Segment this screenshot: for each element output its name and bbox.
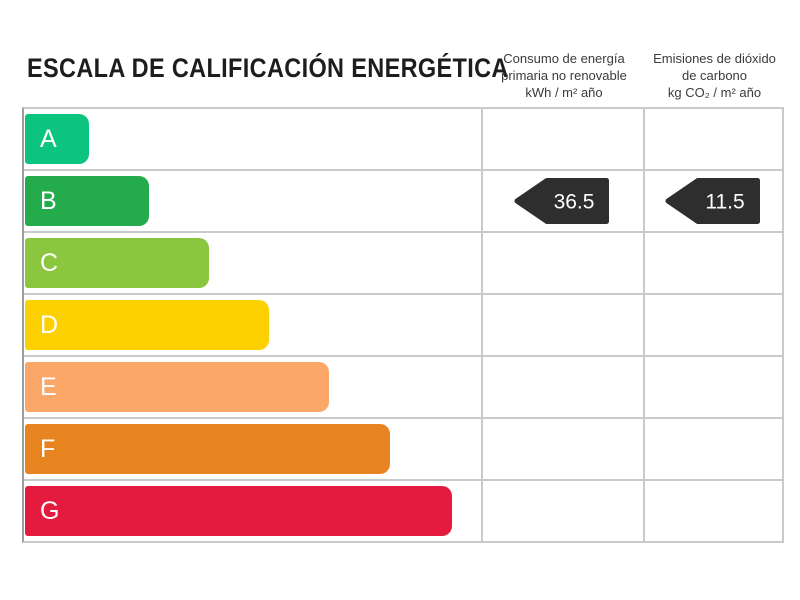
rating-bar-cell: B [24, 171, 483, 231]
rating-row-a: A [24, 109, 782, 171]
rating-bar-cell: D [24, 295, 483, 355]
page-title: ESCALA DE CALIFICACIÓN ENERGÉTICA [27, 53, 509, 83]
rating-row-e: E [24, 357, 782, 419]
emissions-value-arrow: 11.5 [665, 178, 760, 224]
consumption-header-unit: kWh / m² año [525, 85, 603, 100]
column-header-emissions: Emisiones de dióxido de carbono kg CO₂ /… [645, 50, 784, 101]
rating-row-d: D [24, 295, 782, 357]
rating-bar-c: C [25, 238, 209, 288]
consumption-cell [483, 357, 645, 417]
consumption-cell [483, 481, 645, 541]
rating-row-b: B 36.5 11.5 [24, 171, 782, 233]
consumption-cell [483, 233, 645, 293]
rating-letter: D [40, 310, 59, 339]
rating-bar-b: B [25, 176, 149, 226]
rating-letter: B [40, 186, 57, 215]
rating-bar-e: E [25, 362, 329, 412]
rating-letter: A [40, 124, 57, 153]
emissions-cell [645, 233, 782, 293]
rating-row-f: F [24, 419, 782, 481]
rating-bar-a: A [25, 114, 89, 164]
rating-bar-cell: E [24, 357, 483, 417]
rating-row-c: C [24, 233, 782, 295]
consumption-cell [483, 295, 645, 355]
consumption-cell [483, 109, 645, 169]
emissions-cell [645, 295, 782, 355]
emissions-cell [645, 357, 782, 417]
rating-bar-g: G [25, 486, 452, 536]
rating-bar-d: D [25, 300, 269, 350]
rating-bar-cell: C [24, 233, 483, 293]
rating-letter: F [40, 434, 56, 463]
rating-letter: G [40, 496, 60, 525]
rating-scale-table: A B 36.5 11.5 C D [22, 107, 784, 543]
consumption-header-line-2: primaria no renovable [501, 68, 627, 83]
rating-bar-cell: F [24, 419, 483, 479]
rating-bar-cell: A [24, 109, 483, 169]
rating-letter: C [40, 248, 59, 277]
emissions-header-line-2: de carbono [681, 68, 748, 83]
column-header-consumption: Consumo de energía primaria no renovable… [483, 50, 645, 101]
rating-bar-f: F [25, 424, 390, 474]
consumption-value: 36.5 [554, 191, 595, 214]
emissions-cell [645, 481, 782, 541]
emissions-cell: 11.5 [645, 171, 782, 231]
consumption-cell [483, 419, 645, 479]
emissions-cell [645, 109, 782, 169]
rating-row-g: G [24, 481, 782, 541]
emissions-cell [645, 419, 782, 479]
emissions-header-line-1: Emisiones de dióxido [653, 51, 776, 66]
consumption-header-line-1: Consumo de energía [503, 51, 625, 66]
emissions-header-unit: kg CO₂ / m² año [667, 85, 762, 100]
rating-bar-cell: G [24, 481, 483, 541]
consumption-cell: 36.5 [483, 171, 645, 231]
emissions-value: 11.5 [705, 191, 744, 214]
rating-letter: E [40, 372, 57, 401]
consumption-value-arrow: 36.5 [514, 178, 609, 224]
